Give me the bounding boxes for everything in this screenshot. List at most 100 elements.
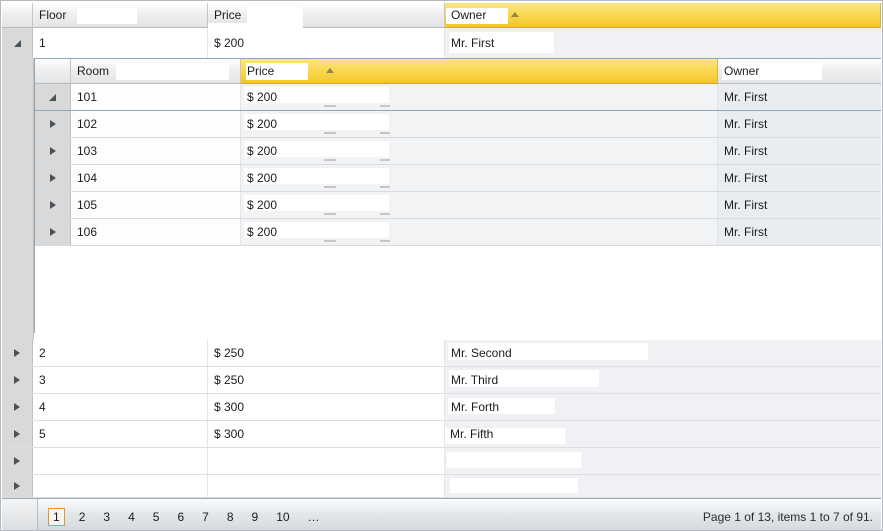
owner-cell[interactable]: Mr. First: [718, 138, 881, 164]
owner-cell[interactable]: Mr. Forth: [445, 394, 881, 420]
price-cell[interactable]: $ 200: [241, 138, 718, 164]
detail-row[interactable]: 102 $ 200 Mr. First: [35, 111, 881, 138]
floor-cell[interactable]: [33, 475, 208, 497]
owner-cell[interactable]: [445, 448, 881, 474]
room-cell[interactable]: 103: [71, 138, 241, 164]
row-expander-cell[interactable]: [2, 394, 33, 420]
expander-collapsed-icon[interactable]: [14, 376, 20, 384]
pager-page-3[interactable]: 3: [103, 510, 111, 524]
floor-cell[interactable]: 1: [33, 28, 208, 58]
owner-cell[interactable]: Mr. First: [718, 84, 881, 110]
pager-page-1[interactable]: 1: [48, 508, 65, 526]
pager-ellipsis[interactable]: …: [307, 510, 320, 524]
master-row[interactable]: [2, 475, 881, 498]
pager-page-6[interactable]: 6: [177, 510, 185, 524]
pager-page-8[interactable]: 8: [226, 510, 234, 524]
price-cell[interactable]: $ 250: [208, 367, 445, 393]
floor-cell[interactable]: [33, 448, 208, 474]
pager-page-5[interactable]: 5: [152, 510, 160, 524]
price-cell[interactable]: $ 300: [208, 394, 445, 420]
owner-value: Mr. First: [724, 144, 768, 158]
room-cell[interactable]: 105: [71, 192, 241, 218]
owner-cell[interactable]: Mr. First: [718, 111, 881, 137]
price-cell[interactable]: $ 200: [241, 84, 718, 110]
room-cell[interactable]: 106: [71, 219, 241, 245]
floor-cell[interactable]: 4: [33, 394, 208, 420]
row-expander-cell[interactable]: [35, 192, 71, 218]
detail-column-header-price[interactable]: Price: [241, 59, 718, 84]
row-expander-cell[interactable]: [2, 475, 33, 497]
row-expander-cell[interactable]: [35, 111, 71, 137]
row-expander-cell[interactable]: [2, 28, 33, 58]
row-expander-cell[interactable]: [2, 421, 33, 447]
price-cell[interactable]: [208, 475, 445, 497]
expander-collapsed-icon[interactable]: [49, 120, 56, 128]
detail-row[interactable]: 106 $ 200 Mr. First: [35, 219, 881, 246]
room-cell[interactable]: 101: [71, 84, 241, 110]
detail-row[interactable]: 104 $ 200 Mr. First: [35, 165, 881, 192]
expander-expanded-icon[interactable]: [49, 93, 56, 101]
owner-cell[interactable]: Mr. First: [718, 192, 881, 218]
price-cell[interactable]: $ 200: [241, 165, 718, 191]
expander-collapsed-icon[interactable]: [14, 482, 20, 490]
column-header-floor[interactable]: Floor: [33, 3, 208, 28]
floor-cell[interactable]: 3: [33, 367, 208, 393]
floor-cell[interactable]: 5: [33, 421, 208, 447]
pager-page-4[interactable]: 4: [128, 510, 135, 524]
room-value: 103: [77, 144, 98, 158]
price-cell[interactable]: $ 300: [208, 421, 445, 447]
expander-collapsed-icon[interactable]: [49, 228, 56, 236]
master-row[interactable]: [2, 448, 881, 475]
owner-cell[interactable]: Mr. Second: [445, 340, 881, 366]
expander-expanded-icon[interactable]: [13, 39, 21, 47]
pager-page-2[interactable]: 2: [78, 510, 86, 524]
expander-collapsed-icon[interactable]: [49, 174, 56, 182]
redaction-box: [116, 63, 229, 80]
row-expander-cell[interactable]: [35, 138, 71, 164]
price-cell[interactable]: [208, 448, 445, 474]
detail-row[interactable]: 105 $ 200 Mr. First: [35, 192, 881, 219]
expander-collapsed-icon[interactable]: [49, 201, 56, 209]
expander-collapsed-icon[interactable]: [14, 403, 20, 411]
owner-cell[interactable]: Mr. First: [718, 165, 881, 191]
row-expander-cell[interactable]: [2, 340, 33, 366]
row-expander-cell[interactable]: [2, 367, 33, 393]
expander-collapsed-icon[interactable]: [14, 430, 20, 438]
pager-page-9[interactable]: 9: [251, 510, 259, 524]
floor-value: 5: [39, 427, 46, 441]
price-cell[interactable]: $ 200: [241, 192, 718, 218]
pager-page-10[interactable]: 10: [276, 510, 290, 524]
owner-cell[interactable]: Mr. First: [718, 219, 881, 245]
detail-row[interactable]: 103 $ 200 Mr. First: [35, 138, 881, 165]
expander-collapsed-icon[interactable]: [14, 349, 20, 357]
row-expander-cell[interactable]: [35, 165, 71, 191]
price-cell[interactable]: $ 250: [208, 340, 445, 366]
owner-cell[interactable]: Mr. Third: [445, 367, 881, 393]
price-cell[interactable]: $ 200: [241, 219, 718, 245]
room-cell[interactable]: 102: [71, 111, 241, 137]
row-expander-cell[interactable]: [35, 219, 71, 245]
master-row[interactable]: 3 $ 250 Mr. Third: [2, 367, 881, 394]
master-row[interactable]: 2 $ 250 Mr. Second: [2, 340, 881, 367]
owner-cell[interactable]: Mr. Fifth: [445, 421, 881, 447]
column-header-owner[interactable]: Owner: [445, 3, 881, 28]
row-expander-cell[interactable]: [35, 84, 71, 110]
expander-collapsed-icon[interactable]: [49, 147, 56, 155]
owner-cell[interactable]: [445, 475, 881, 497]
price-cell[interactable]: $ 200: [241, 111, 718, 137]
row-expander-cell[interactable]: [2, 448, 33, 474]
master-row[interactable]: 1 $ 200 Mr. First: [2, 28, 881, 58]
master-row[interactable]: 4 $ 300 Mr. Forth: [2, 394, 881, 421]
owner-cell[interactable]: Mr. First: [445, 28, 881, 58]
floor-cell[interactable]: 2: [33, 340, 208, 366]
detail-column-header-room[interactable]: Room: [71, 59, 241, 84]
column-header-price[interactable]: Price: [208, 3, 445, 28]
detail-row[interactable]: 101 $ 200 Mr. First: [35, 84, 881, 111]
expander-collapsed-icon[interactable]: [14, 457, 20, 465]
master-row[interactable]: 5 $ 300 Mr. Fifth: [2, 421, 881, 448]
price-cell[interactable]: $ 200: [208, 28, 445, 58]
room-cell[interactable]: 104: [71, 165, 241, 191]
detail-column-header-owner[interactable]: Owner: [718, 59, 881, 84]
pager-page-7[interactable]: 7: [202, 510, 209, 524]
owner-value: Mr. Forth: [451, 400, 500, 414]
